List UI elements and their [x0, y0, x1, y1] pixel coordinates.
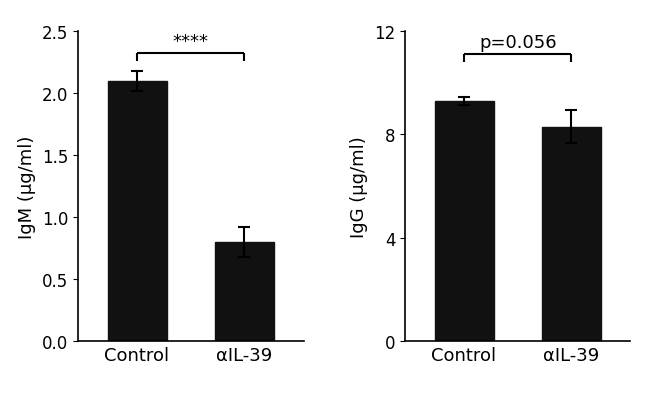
Bar — [215, 242, 274, 341]
Text: p=0.056: p=0.056 — [479, 34, 556, 52]
Bar — [542, 127, 601, 341]
Bar — [434, 101, 493, 341]
Y-axis label: IgM (μg/ml): IgM (μg/ml) — [18, 135, 36, 238]
Bar — [107, 81, 166, 341]
Text: ****: **** — [173, 33, 209, 51]
Y-axis label: IgG (μg/ml): IgG (μg/ml) — [350, 136, 369, 237]
